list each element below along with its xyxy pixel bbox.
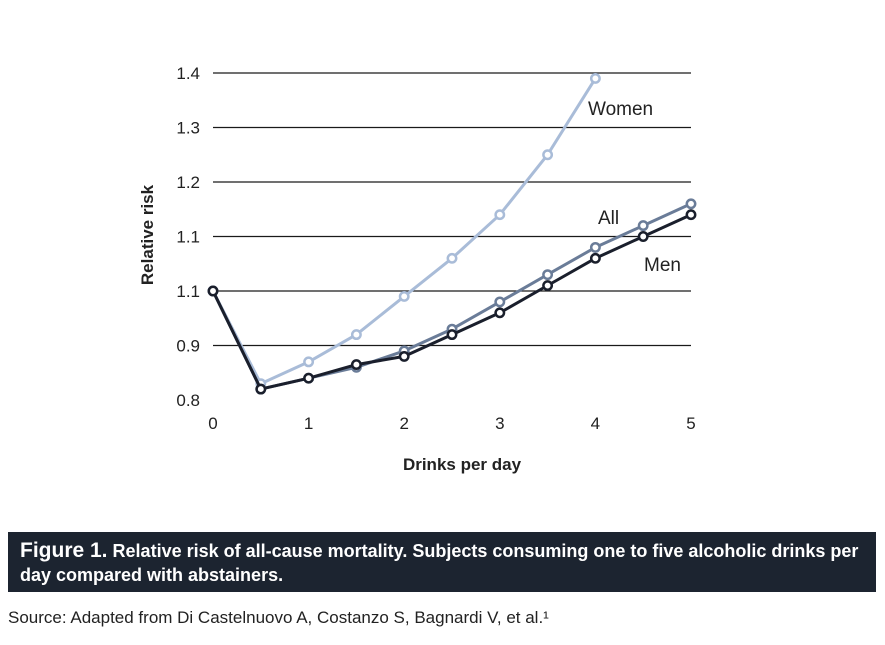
data-point-men bbox=[207, 285, 219, 297]
y-tick-label: 1.1 bbox=[176, 228, 200, 247]
y-tick-label: 1.4 bbox=[176, 64, 200, 83]
series-label-men: Men bbox=[644, 255, 681, 276]
series-label-women: Women bbox=[588, 99, 653, 120]
data-point-men bbox=[637, 231, 649, 242]
series-line-women bbox=[211, 77, 597, 386]
data-point-men bbox=[542, 280, 554, 291]
data-point-men bbox=[589, 252, 601, 264]
data-point-men bbox=[303, 372, 315, 384]
source-citation: Source: Adapted from Di Castelnuovo A, C… bbox=[8, 608, 549, 627]
y-axis-title: Relative risk bbox=[138, 184, 157, 285]
data-point-women bbox=[303, 356, 315, 368]
x-tick-label: 2 bbox=[399, 414, 408, 433]
series-all bbox=[207, 198, 697, 395]
data-point-women bbox=[494, 209, 506, 221]
data-point-all bbox=[637, 220, 649, 232]
series-women bbox=[207, 73, 601, 390]
data-point-women bbox=[589, 73, 601, 84]
relative-risk-line-chart: 0.8 0.9 1.1 1.1 1.2 1.3 1.4 0 1 2 3 4 5 Drinks per … bbox=[138, 64, 697, 474]
data-point-women bbox=[542, 149, 554, 161]
x-tick-label: 4 bbox=[591, 414, 600, 433]
y-tick-label: 0.9 bbox=[176, 337, 200, 356]
data-point-women bbox=[398, 291, 410, 302]
series-layer bbox=[207, 73, 697, 395]
series-label-all: All bbox=[598, 208, 619, 229]
data-point-all bbox=[494, 296, 506, 308]
data-point-men bbox=[685, 209, 697, 221]
series-line-men bbox=[211, 213, 692, 391]
series-men bbox=[207, 209, 697, 395]
data-point-men bbox=[494, 307, 506, 319]
series-line-all bbox=[211, 202, 692, 391]
y-tick-labels: 0.8 0.9 1.1 1.1 1.2 1.3 1.4 bbox=[176, 64, 200, 410]
grid-lines bbox=[213, 72, 691, 347]
x-tick-label: 3 bbox=[495, 414, 504, 433]
figure-caption: Figure 1. Relative risk of all-cause mor… bbox=[8, 532, 876, 592]
data-point-men bbox=[398, 350, 410, 362]
x-tick-label: 1 bbox=[304, 414, 313, 433]
data-point-men bbox=[446, 329, 458, 341]
y-tick-label: 1.1 bbox=[176, 282, 200, 301]
x-tick-label: 5 bbox=[686, 414, 695, 433]
y-tick-label: 1.2 bbox=[176, 173, 200, 192]
data-point-women bbox=[446, 252, 458, 264]
x-axis-title: Drinks per day bbox=[403, 455, 522, 474]
data-point-men bbox=[255, 383, 267, 395]
x-tick-labels: 0 1 2 3 4 5 bbox=[208, 414, 695, 433]
y-tick-label: 1.3 bbox=[176, 119, 200, 138]
y-tick-label: 0.8 bbox=[176, 391, 200, 410]
x-tick-label: 0 bbox=[208, 414, 217, 433]
figure-number: Figure 1. bbox=[20, 539, 108, 562]
data-point-men bbox=[350, 359, 362, 371]
caption-text: Relative risk of all-cause mortality. Su… bbox=[20, 541, 859, 585]
data-point-all bbox=[685, 198, 697, 210]
data-point-all bbox=[542, 269, 554, 281]
data-point-all bbox=[589, 241, 601, 253]
data-point-women bbox=[350, 329, 362, 341]
